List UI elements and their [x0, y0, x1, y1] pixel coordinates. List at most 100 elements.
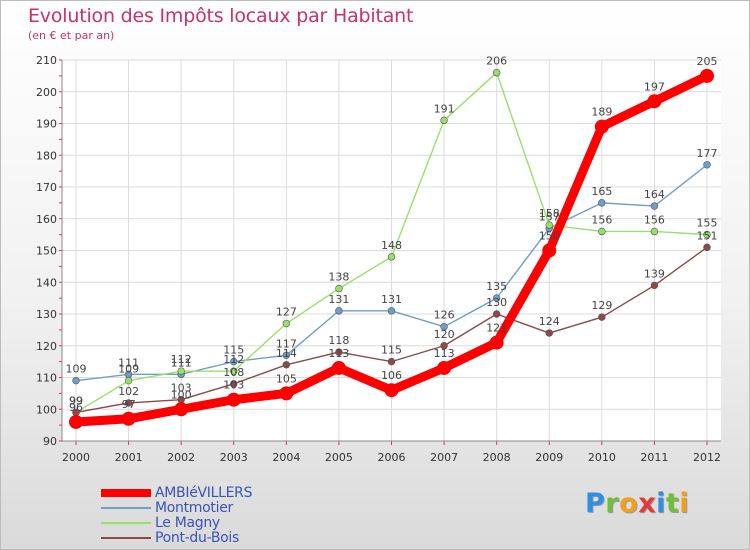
data-label-ambi-villers-2008: 121: [486, 322, 507, 335]
x-tick-label-2009: 2009: [535, 451, 563, 464]
logo-letter: r: [605, 488, 620, 519]
data-label-ambi-villers-2003: 103: [223, 379, 244, 392]
data-label-ambi-villers-2009: 150: [539, 230, 560, 243]
data-label-ambi-villers-2012: 205: [697, 55, 718, 68]
y-tick-label-170: 170: [36, 181, 57, 194]
x-tick-label-2007: 2007: [430, 451, 458, 464]
data-label-le-magny-2011: 156: [644, 213, 665, 226]
point-pont-du-bois-2003: [230, 380, 238, 388]
data-label-le-magny-2007: 191: [434, 102, 455, 115]
point-ambi-villers-2009: [542, 243, 557, 258]
point-montmotier-2010: [598, 199, 606, 207]
data-label-pont-du-bois-2008: 130: [486, 296, 507, 309]
data-label-pont-du-bois-2009: 124: [539, 315, 560, 328]
y-tick-label-130: 130: [36, 308, 57, 321]
logo-letter: t: [665, 488, 680, 519]
point-le-magny-2007: [440, 116, 448, 125]
point-pont-du-bois-2012: [703, 243, 711, 252]
data-label-pont-du-bois-2006: 115: [381, 344, 402, 357]
point-le-magny-2009: [545, 221, 553, 229]
y-tick-label-100: 100: [36, 403, 57, 416]
point-le-magny-2011: [650, 227, 659, 236]
point-le-magny-2008: [492, 68, 501, 77]
x-tick-label-2004: 2004: [272, 451, 300, 464]
point-ambi-villers-2002: [174, 402, 189, 417]
legend-item-montmotier[interactable]: Montmotier: [101, 499, 252, 516]
chart-legend: AMBIéVILLERS Montmotier Le Magny Pont-du…: [101, 484, 253, 546]
legend-item-pont-du-bois[interactable]: Pont-du-Bois: [101, 529, 252, 546]
point-le-magny-2004: [282, 319, 291, 328]
data-label-pont-du-bois-2000: 99: [69, 394, 83, 407]
data-label-le-magny-2009: 158: [539, 207, 560, 220]
data-label-le-magny-2005: 138: [328, 271, 349, 284]
data-label-pont-du-bois-2011: 139: [644, 267, 665, 280]
data-label-ambi-villers-2000: 96: [69, 401, 83, 414]
data-label-pont-du-bois-2004: 114: [276, 347, 297, 360]
chart-title: Evolution des Impôts locaux par Habitant: [28, 5, 414, 27]
x-tick-label-2012: 2012: [693, 451, 721, 464]
legend-label-montmotier: Montmotier: [155, 499, 233, 516]
legend-item-ambievillers[interactable]: AMBIéVILLERS: [101, 484, 253, 501]
point-ambi-villers-2005: [331, 360, 346, 375]
logo-letter: i: [656, 488, 666, 519]
legend-label-ambievillers: AMBIéVILLERS: [155, 484, 253, 501]
data-label-le-magny-2000: 99: [69, 394, 83, 407]
point-pont-du-bois-2004: [282, 361, 291, 369]
y-tick-label-120: 120: [36, 340, 57, 353]
x-tick-label-2011: 2011: [640, 451, 668, 464]
proxiti-logo: Proxiti: [585, 488, 689, 519]
point-le-magny-2006: [387, 253, 396, 261]
data-label-le-magny-2001: 109: [118, 363, 139, 376]
y-tick-label-190: 190: [36, 118, 57, 131]
y-tick-label-150: 150: [36, 245, 57, 258]
point-pont-du-bois-2008: [492, 310, 501, 318]
data-label-ambi-villers-2005: 113: [328, 347, 349, 360]
data-label-pont-du-bois-2012: 151: [697, 229, 718, 242]
data-label-le-magny-2008: 206: [486, 55, 507, 68]
point-pont-du-bois-2005: [335, 348, 343, 356]
data-label-montmotier-2005: 131: [328, 293, 349, 306]
data-label-montmotier-2004: 117: [276, 337, 297, 350]
point-le-magny-2001: [124, 376, 133, 385]
data-label-ambi-villers-2004: 105: [276, 372, 297, 385]
x-tick-label-2000: 2000: [62, 451, 90, 464]
point-ambi-villers-2011: [647, 94, 662, 109]
data-label-le-magny-2003: 112: [223, 353, 244, 366]
y-tick-label-160: 160: [36, 213, 57, 226]
y-tick-label-110: 110: [36, 372, 57, 385]
x-tick-label-2005: 2005: [325, 451, 353, 464]
data-label-pont-du-bois-2010: 129: [591, 299, 612, 312]
point-ambi-villers-2000: [69, 414, 83, 429]
point-ambi-villers-2007: [437, 360, 452, 375]
data-label-montmotier-2012: 177: [697, 147, 718, 160]
x-tick-label-2006: 2006: [378, 451, 406, 464]
logo-letter: P: [585, 488, 606, 519]
data-label-montmotier-2006: 131: [381, 293, 402, 306]
legend-swatch-ambievillers: [101, 488, 151, 497]
logo-letter: o: [619, 488, 639, 519]
data-label-pont-du-bois-2005: 118: [328, 334, 349, 347]
data-label-le-magny-2002: 112: [171, 353, 192, 366]
data-label-ambi-villers-2002: 100: [171, 388, 192, 401]
point-montmotier-2007: [440, 323, 448, 331]
data-label-ambi-villers-2007: 113: [434, 347, 455, 360]
legend-item-le-magny[interactable]: Le Magny: [101, 515, 252, 531]
logo-letter: i: [679, 488, 690, 519]
data-label-montmotier-2002: 111: [171, 356, 192, 369]
data-label-montmotier-2000: 109: [66, 363, 87, 376]
x-tick-label-2001: 2001: [115, 451, 143, 464]
data-label-montmotier-2007: 126: [434, 309, 455, 322]
point-le-magny-2002: [177, 367, 185, 375]
legend-label-pont-du-bois: Pont-du-Bois: [155, 529, 239, 546]
point-le-magny-2003: [230, 367, 238, 375]
point-montmotier-2006: [387, 307, 396, 315]
point-montmotier-2012: [703, 161, 711, 169]
data-label-montmotier-2009: 157: [539, 210, 560, 223]
data-label-montmotier-2010: 165: [591, 185, 612, 198]
data-label-ambi-villers-2006: 106: [381, 369, 402, 382]
point-pont-du-bois-2001: [124, 399, 133, 407]
legend-swatch-pont-du-bois: [101, 536, 151, 539]
point-ambi-villers-2003: [226, 392, 241, 407]
point-ambi-villers-2001: [121, 411, 136, 426]
